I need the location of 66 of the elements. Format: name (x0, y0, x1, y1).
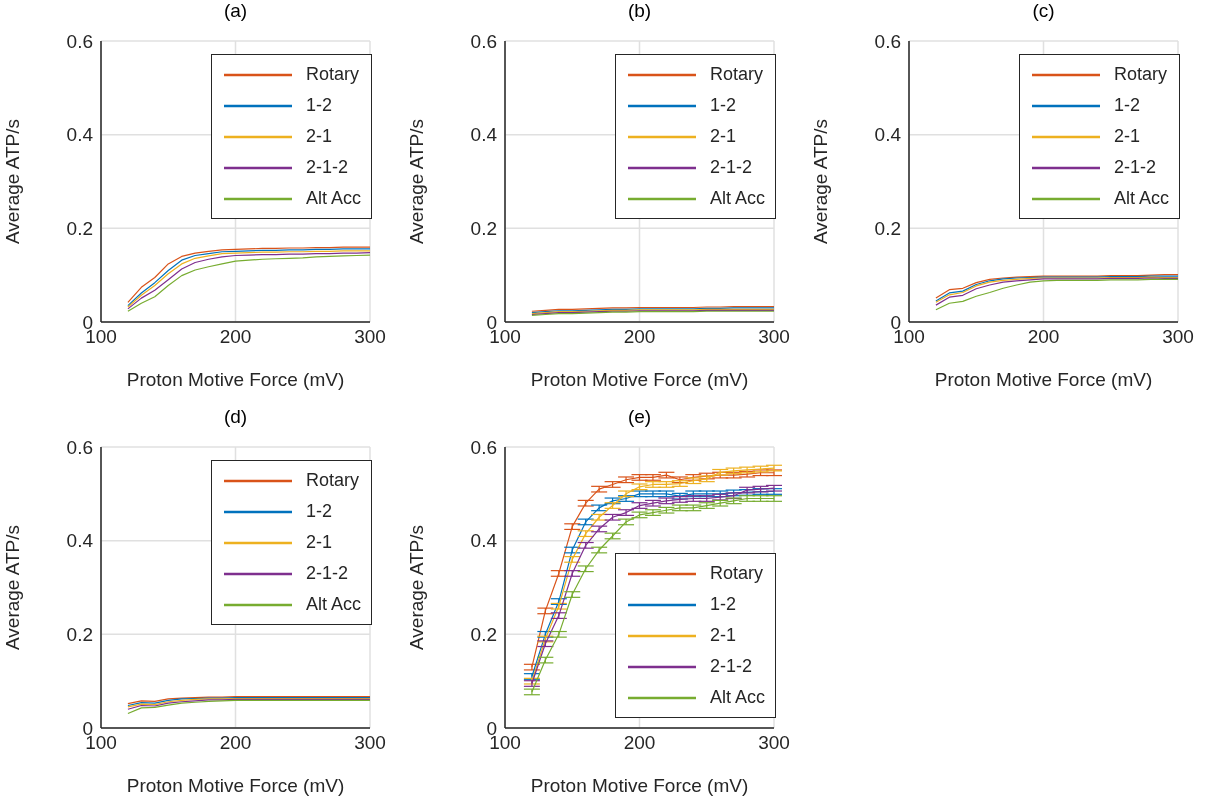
chart-title: (c) (1031, 0, 1056, 22)
legend-label: 1-2 (709, 95, 736, 116)
legend-label: 1-2 (1113, 95, 1140, 116)
y-axis-title: Average ATP/s (1, 525, 23, 650)
y-tick-label: 0.4 (470, 124, 498, 146)
legend-label: 2-1-2 (305, 157, 348, 178)
y-tick-label: 0.2 (470, 624, 497, 646)
legend-label: Rotary (305, 470, 359, 491)
legend-label: Alt Acc (305, 188, 361, 209)
legend-label: 2-1 (1113, 126, 1140, 147)
x-tick-label: 300 (354, 326, 386, 348)
x-tick-label: 200 (623, 732, 656, 754)
legend-label: Alt Acc (709, 188, 765, 209)
legend-label: Alt Acc (1113, 188, 1169, 209)
y-axis-title: Average ATP/s (405, 525, 427, 650)
x-tick-label: 200 (623, 326, 656, 348)
y-tick-label: 0.4 (66, 124, 94, 146)
y-tick-label: 0.4 (66, 530, 94, 552)
legend-label: 2-1 (305, 532, 332, 553)
y-tick-label: 0.2 (66, 624, 93, 646)
chart-title: (b) (626, 0, 653, 22)
y-tick-label: 0.6 (66, 436, 93, 458)
y-tick-label: 0.6 (66, 30, 93, 52)
legend-label: 2-1-2 (709, 656, 752, 677)
legend-label: 2-1 (709, 625, 736, 646)
x-tick-label: 200 (219, 732, 252, 754)
chart-title: (a) (222, 0, 249, 22)
y-tick-label: 0.6 (470, 436, 497, 458)
y-tick-label: 0.6 (874, 30, 901, 52)
x-axis-title: Proton Motive Force (mV) (530, 369, 749, 390)
y-axis-title: Average ATP/s (1, 119, 23, 244)
y-tick-label: 0.4 (470, 530, 498, 552)
legend-label: 2-1-2 (709, 157, 752, 178)
x-tick-label: 200 (1027, 326, 1060, 348)
x-axis-title: Proton Motive Force (mV) (126, 369, 345, 390)
legend-label: Rotary (1113, 64, 1167, 85)
y-axis-title: Average ATP/s (809, 119, 831, 244)
legend-label: 2-1-2 (1113, 157, 1156, 178)
legend-label: 1-2 (305, 95, 332, 116)
x-axis-title: Proton Motive Force (mV) (530, 775, 749, 796)
x-tick-label: 300 (354, 732, 386, 754)
line-series (127, 699, 370, 715)
y-tick-label: 0.2 (470, 218, 497, 240)
x-tick-label: 200 (219, 326, 252, 348)
legend-label: 2-1-2 (305, 563, 348, 584)
y-axis-title: Average ATP/s (405, 119, 427, 244)
x-axis-title: Proton Motive Force (mV) (126, 775, 345, 796)
legend-label: 1-2 (709, 594, 736, 615)
x-axis-title: Proton Motive Force (mV) (934, 369, 1153, 390)
x-tick-label: 300 (758, 326, 790, 348)
legend-label: 1-2 (305, 501, 332, 522)
y-tick-label: 0.2 (66, 218, 93, 240)
legend-label: 2-1 (709, 126, 736, 147)
x-tick-label: 300 (758, 732, 790, 754)
y-tick-label: 0.2 (874, 218, 901, 240)
legend-label: Rotary (709, 64, 763, 85)
y-tick-label: 0.4 (874, 124, 902, 146)
legend-label: Rotary (305, 64, 359, 85)
chart-title: (d) (222, 406, 249, 428)
legend-label: 2-1 (305, 126, 332, 147)
chart-title: (e) (626, 406, 653, 428)
legend-label: Alt Acc (305, 594, 361, 615)
legend-label: Alt Acc (709, 687, 765, 708)
legend-label: Rotary (709, 563, 763, 584)
y-tick-label: 0.6 (470, 30, 497, 52)
x-tick-label: 300 (1162, 326, 1194, 348)
